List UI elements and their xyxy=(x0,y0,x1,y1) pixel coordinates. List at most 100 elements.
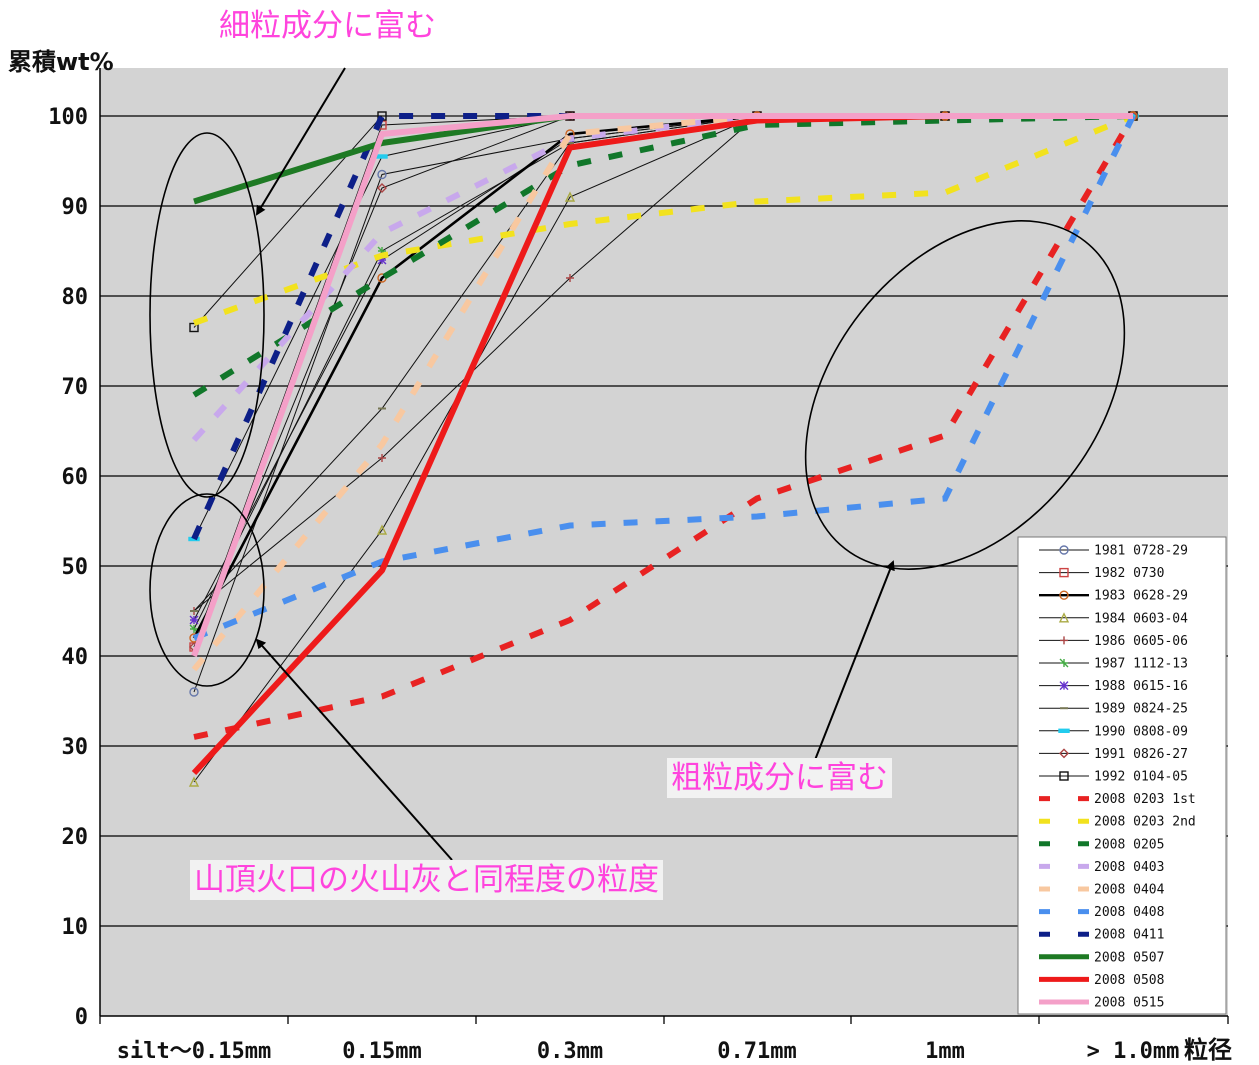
series-point xyxy=(1059,567,1069,578)
legend-label: 1982 0730 xyxy=(1094,566,1164,581)
legend-entry: 1982 0730 xyxy=(1039,566,1164,581)
y-tick-label: 60 xyxy=(62,465,89,490)
series-point xyxy=(1059,748,1069,759)
fine-arrow xyxy=(255,67,346,216)
series-point xyxy=(566,274,574,282)
y-tick-label: 70 xyxy=(62,375,89,400)
y-tick-label: 0 xyxy=(75,1005,88,1030)
legend-label: 1983 0628-29 xyxy=(1094,589,1188,604)
legend-label: 1992 0104-05 xyxy=(1094,770,1188,785)
legend-label: 1987 1112-13 xyxy=(1094,657,1188,672)
legend-label: 2008 0205 xyxy=(1094,837,1164,852)
x-tick-label: 1mm xyxy=(925,1039,965,1064)
coarse-ellipse xyxy=(804,220,1126,570)
legend-label: 1990 0808-09 xyxy=(1094,724,1188,739)
series-2008-0203-1st xyxy=(193,114,1136,740)
series-point xyxy=(1059,771,1069,781)
legend-label: 1984 0603-04 xyxy=(1094,611,1188,626)
y-tick-label: 100 xyxy=(48,105,88,130)
legend-label: 2008 0404 xyxy=(1094,883,1165,898)
series-2008-0515 xyxy=(191,113,1133,658)
x-tick-label: > 1.0mm xyxy=(1087,1039,1180,1064)
x-tick-label: 0.71mm xyxy=(717,1039,796,1064)
series-point xyxy=(377,255,387,265)
legend-entry: 2008 0411 xyxy=(1039,928,1164,943)
series-point xyxy=(189,322,199,333)
legend-entry: 2008 0508 xyxy=(1039,973,1164,988)
series-point xyxy=(376,524,388,535)
series-point xyxy=(1058,612,1070,623)
legend-entry: 2008 0515 xyxy=(1039,996,1164,1011)
series-point xyxy=(1060,636,1068,645)
annotation-summit: 山頂火口の火山灰と同程度の粒度 xyxy=(190,860,663,900)
x-tick-label: 0.15mm xyxy=(342,1039,421,1064)
legend-entry: 2008 0203 2nd xyxy=(1039,815,1196,830)
legend-entry: 1983 0628-29 xyxy=(1039,589,1188,604)
series-line xyxy=(192,114,1136,641)
y-tick-label: 80 xyxy=(62,285,89,310)
y-tick-label: 40 xyxy=(62,645,89,670)
series-point xyxy=(1059,590,1069,600)
x-tick-label: 0.3mm xyxy=(537,1039,603,1064)
y-tick-label: 90 xyxy=(62,195,89,220)
series-point xyxy=(378,454,386,462)
legend-entry: 2008 0205 xyxy=(1039,837,1164,852)
x-axis-title: 粒径 xyxy=(1184,1036,1232,1064)
annotation-fine: 細粒成分に富む xyxy=(219,8,436,44)
legend-entry: 2008 0403 xyxy=(1039,860,1164,875)
series-line xyxy=(191,113,1133,658)
coarse-arrow xyxy=(814,560,895,761)
y-tick-label: 30 xyxy=(62,735,89,760)
legend-entry: 2008 0404 xyxy=(1039,883,1165,898)
legend-entry: 1986 0605-06 xyxy=(1039,634,1188,649)
legend-label: 1989 0824-25 xyxy=(1094,702,1188,717)
x-tick-label: silt〜0.15mm xyxy=(117,1039,271,1064)
legend-label: 1981 0728-29 xyxy=(1094,544,1188,559)
legend-label: 2008 0403 xyxy=(1094,860,1164,875)
legend-label: 2008 0203 1st xyxy=(1094,792,1196,807)
y-tick-label: 50 xyxy=(62,555,89,580)
annotation-coarse: 粗粒成分に富む xyxy=(667,758,892,798)
legend-label: 2008 0408 xyxy=(1094,905,1164,920)
legend-entry: 2008 0408 xyxy=(1039,905,1164,920)
legend-entry: 1981 0728-29 xyxy=(1039,544,1188,559)
series-point xyxy=(189,687,199,697)
legend-entry: 1989 0824-25 xyxy=(1039,702,1188,717)
y-tick-label: 10 xyxy=(62,915,89,940)
fine-ellipse xyxy=(149,132,265,498)
series-point xyxy=(377,183,387,193)
series-point xyxy=(377,169,387,180)
y-axis-labels: 0 10 20 30 40 50 60 70 80 90 100 xyxy=(48,105,88,1030)
y-tick-label: 20 xyxy=(62,825,89,850)
series-point xyxy=(1059,681,1069,691)
series-2008-0408 xyxy=(192,114,1136,641)
legend-label: 1988 0615-16 xyxy=(1094,679,1188,694)
series-line xyxy=(193,114,1136,740)
legend-label: 1991 0826-27 xyxy=(1094,747,1188,762)
series-point xyxy=(189,615,199,625)
legend: 1981 0728-29 1982 0730 1983 0628-29 1984 06… xyxy=(1039,544,1196,1011)
series-point xyxy=(188,776,200,787)
legend-entry: 1992 0104-05 xyxy=(1039,770,1188,785)
legend-entry: 1990 0808-09 xyxy=(1039,724,1188,739)
summit-arrow xyxy=(255,638,453,861)
x-axis-labels: silt〜0.15mm 0.15mm 0.3mm 0.71mm 1mm > 1.0mm xyxy=(117,1039,1180,1064)
legend-label: 1986 0605-06 xyxy=(1094,634,1188,649)
series-point xyxy=(1059,545,1069,555)
legend-label: 2008 0508 xyxy=(1094,973,1164,988)
series-layer xyxy=(188,110,1139,787)
legend-entry: 1988 0615-16 xyxy=(1039,679,1188,694)
series-point xyxy=(564,191,576,202)
y-axis-title: 累積wt% xyxy=(8,48,114,76)
summit-ellipse xyxy=(149,493,265,687)
legend-label: 2008 0515 xyxy=(1094,996,1164,1011)
legend-label: 2008 0507 xyxy=(1094,950,1164,965)
x-axis-ticks xyxy=(99,1016,1229,1024)
series-point xyxy=(1058,728,1070,733)
legend-label: 2008 0411 xyxy=(1094,928,1164,943)
legend-label: 2008 0203 2nd xyxy=(1094,815,1196,830)
legend-entry: 1987 1112-13 xyxy=(1039,657,1188,672)
legend-entry: 1991 0826-27 xyxy=(1039,747,1188,762)
legend-entry: 2008 0507 xyxy=(1039,950,1164,965)
